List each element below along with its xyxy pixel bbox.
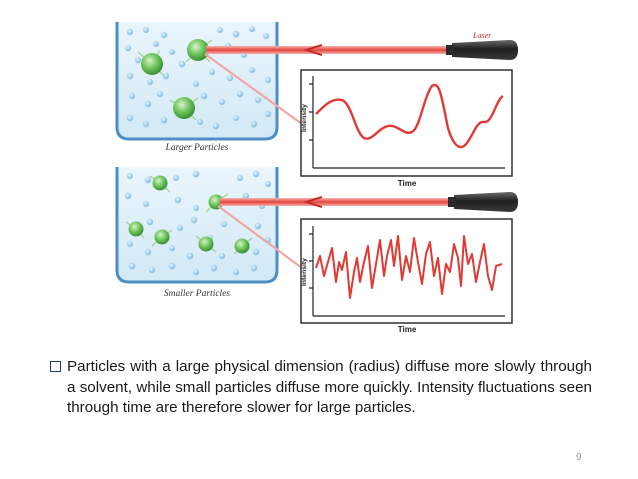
laser-direction-arrow: [302, 196, 323, 208]
graph-ticks: [309, 83, 313, 141]
checkbox-bullet-icon: [50, 361, 61, 372]
panel-caption-smaller: Smaller Particles: [164, 289, 231, 299]
panel-smaller-particles: Smaller Particles Intensity Time: [115, 167, 518, 334]
intensity-graph-bottom: Intensity Time: [300, 218, 513, 334]
solvent-molecules: [124, 170, 271, 275]
laser-direction-arrow: [302, 44, 323, 56]
graph-frame: [300, 69, 513, 177]
page-number: 9: [576, 452, 582, 463]
laser-label: Laser: [472, 31, 492, 40]
laser-nozzle: [446, 45, 454, 55]
intensity-graph-top: Intensity Time: [300, 69, 513, 188]
scattered-light: [217, 205, 303, 269]
laser-nozzle: [448, 197, 456, 207]
scattered-light: [204, 53, 303, 125]
laser-beam: [206, 46, 454, 54]
panel-caption-larger: Larger Particles: [165, 143, 229, 153]
container-beaker: [115, 167, 279, 284]
dls-figure: Laser Larger Particles Intensity Time: [115, 22, 518, 334]
graph-ylabel: Intensity: [301, 258, 308, 286]
small-particles: [128, 175, 250, 254]
caption-text: Particles with a large physical dimensio…: [67, 358, 592, 416]
laser-device: [452, 40, 518, 60]
graph-frame: [300, 218, 513, 324]
laser-device: [454, 192, 518, 212]
graph-ticks: [309, 233, 313, 289]
graph-xlabel: Time: [398, 325, 417, 334]
container-beaker: [115, 22, 279, 141]
solvent-molecules: [125, 26, 271, 130]
container-liquid: [118, 167, 276, 281]
panel-larger-particles: Laser Larger Particles Intensity Time: [115, 22, 518, 188]
slide-caption: Particles with a large physical dimensio…: [49, 357, 592, 419]
large-particles: [141, 39, 209, 119]
graph-ylabel: Intensity: [301, 104, 308, 132]
intensity-trace-fast: [315, 235, 503, 299]
intensity-trace-slow: [315, 83, 504, 149]
laser-beam: [220, 198, 456, 206]
graph-xlabel: Time: [398, 179, 417, 188]
